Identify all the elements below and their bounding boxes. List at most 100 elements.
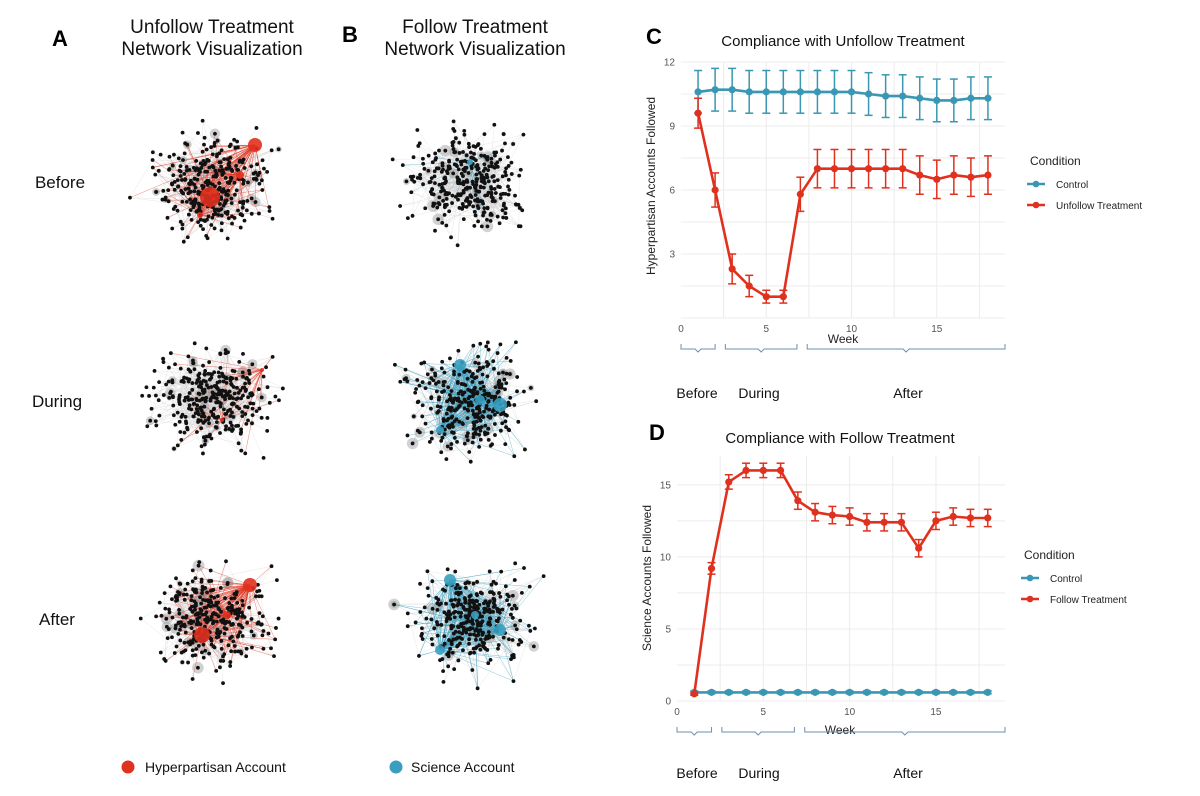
network-node (153, 419, 158, 424)
network-node (174, 644, 179, 649)
network-node (270, 216, 275, 221)
network-node (165, 636, 170, 641)
network-node (201, 655, 206, 660)
accent-edge (247, 144, 256, 201)
network-node (517, 173, 522, 178)
network-node (250, 413, 255, 418)
network-node (230, 410, 234, 415)
network-node (219, 213, 224, 218)
network-edge (213, 408, 224, 420)
panel-b-title-line2: Network Visualization (384, 39, 565, 60)
network-node (191, 604, 196, 609)
network-node (218, 207, 223, 212)
network-node (417, 141, 422, 146)
network-node (451, 119, 456, 124)
network-node (198, 595, 202, 600)
network-node (485, 217, 489, 222)
network-node (259, 622, 263, 627)
network-node (161, 356, 165, 361)
network-node (236, 208, 240, 213)
network-node (224, 424, 228, 429)
network-node (433, 181, 437, 186)
network-edge (149, 367, 170, 421)
network-node (437, 182, 442, 187)
network-node (458, 181, 463, 186)
network-node (197, 398, 202, 403)
network-node (461, 174, 465, 178)
network-node (182, 624, 187, 629)
network-edge (202, 120, 216, 134)
network-node (248, 391, 253, 396)
network-node (174, 576, 178, 581)
network-node (221, 681, 225, 686)
network-node (189, 594, 194, 599)
network-edge (248, 370, 283, 389)
network-node (214, 420, 219, 425)
network-node (178, 620, 183, 625)
network-node (228, 420, 233, 425)
network-node (140, 393, 145, 398)
network-node (187, 406, 191, 411)
network-node (169, 389, 173, 394)
accent-hub (223, 611, 231, 619)
network-node (184, 421, 189, 426)
network-node (456, 167, 461, 172)
network-node (228, 378, 233, 383)
network-node (492, 179, 497, 184)
network-node (449, 235, 453, 240)
network-node (182, 398, 187, 403)
network-node (247, 368, 251, 373)
network-node (213, 168, 218, 173)
network-node (482, 206, 487, 211)
network-node (201, 420, 206, 425)
network-node (189, 626, 194, 630)
network-node (231, 639, 236, 644)
network-node (171, 403, 176, 408)
network-node (183, 630, 188, 635)
network-node (434, 166, 439, 171)
network-node (269, 646, 273, 651)
network-edge (153, 382, 197, 388)
network-node (191, 402, 196, 406)
network-node (246, 395, 251, 400)
network-node (455, 243, 460, 248)
network-node (470, 179, 475, 184)
network-node (489, 156, 494, 161)
network-node (229, 167, 234, 172)
network-node (170, 378, 175, 383)
network-node (188, 369, 193, 374)
network-node (151, 385, 156, 390)
network-node (504, 166, 509, 171)
network-node (201, 391, 206, 395)
network-node (476, 189, 481, 194)
network-node (442, 213, 447, 217)
network-node (201, 363, 205, 368)
network-node (231, 415, 236, 419)
network-node (221, 407, 226, 412)
network-node (202, 135, 207, 140)
network-node (195, 622, 200, 627)
network-node (241, 374, 245, 379)
network-node (441, 198, 445, 203)
network-edge (154, 370, 205, 375)
network-edge (168, 628, 181, 641)
network-node (178, 219, 183, 224)
network-node (247, 371, 252, 376)
network-b-before (390, 119, 526, 248)
network-node (209, 638, 214, 643)
network-node (210, 164, 215, 169)
network-node (451, 140, 456, 144)
network-edge (173, 376, 264, 449)
network-node (184, 168, 189, 173)
network-edge (220, 356, 273, 369)
network-node (198, 217, 203, 222)
network-node (481, 210, 486, 215)
network-node (257, 588, 262, 593)
network-node (234, 188, 239, 193)
network-node (164, 624, 169, 629)
network-node (266, 631, 271, 636)
network-edge (206, 397, 215, 410)
network-node (204, 147, 209, 152)
network-node (244, 646, 249, 651)
network-node (227, 427, 232, 431)
